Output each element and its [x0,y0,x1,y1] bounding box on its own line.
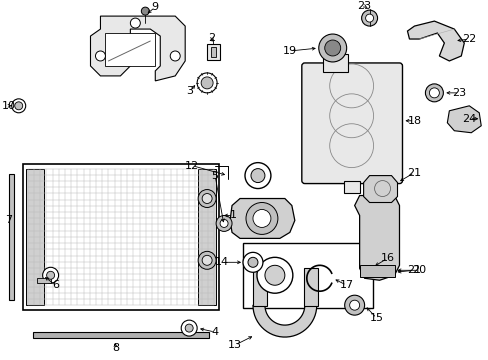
Circle shape [198,251,216,269]
Text: 19: 19 [282,46,296,56]
Circle shape [198,190,216,207]
Text: 8: 8 [112,343,119,353]
Circle shape [42,267,59,283]
Circle shape [185,324,193,332]
Text: 2: 2 [208,33,215,43]
Text: 21: 21 [407,168,421,177]
Bar [322,54,347,72]
Bar [37,278,51,283]
Text: 15: 15 [369,313,383,323]
Text: 3: 3 [186,86,193,96]
Text: 23: 23 [451,88,466,98]
Polygon shape [363,176,397,203]
Text: 18: 18 [407,116,421,126]
Text: 1: 1 [229,211,236,220]
FancyBboxPatch shape [301,63,402,184]
Bar [359,265,394,277]
Circle shape [318,34,346,62]
Circle shape [201,77,213,89]
Circle shape [130,18,140,28]
Polygon shape [229,198,294,238]
Circle shape [170,51,180,61]
Bar [243,243,372,308]
Circle shape [264,265,285,285]
Circle shape [141,7,149,15]
Circle shape [344,295,364,315]
Text: 22: 22 [461,34,475,44]
Circle shape [95,51,105,61]
Text: 14: 14 [215,257,229,267]
Bar [26,168,43,305]
Circle shape [202,255,212,265]
Circle shape [220,220,227,228]
Polygon shape [354,195,399,280]
Bar [303,268,317,306]
Text: 24: 24 [461,114,475,124]
Bar [207,44,220,60]
Bar [22,164,219,310]
Bar [343,181,359,193]
Circle shape [15,102,22,110]
Text: 23: 23 [357,1,371,11]
Text: 21: 21 [407,265,421,275]
Polygon shape [407,21,463,61]
Polygon shape [90,16,185,81]
Circle shape [216,216,232,231]
Circle shape [425,84,443,102]
Circle shape [243,252,263,272]
Bar [252,268,266,306]
Text: 20: 20 [411,265,426,275]
Text: 5: 5 [211,171,218,181]
Circle shape [247,257,258,267]
Bar [9,174,14,300]
Text: 17: 17 [339,280,353,290]
Circle shape [361,10,377,26]
Circle shape [244,163,270,189]
Text: 4: 4 [211,327,218,337]
Circle shape [245,203,277,234]
Circle shape [428,88,439,98]
Circle shape [349,300,359,310]
Text: 7: 7 [5,215,12,225]
Text: 10: 10 [2,101,16,111]
Circle shape [324,40,340,56]
Circle shape [256,257,292,293]
Text: 6: 6 [52,280,59,290]
Text: 13: 13 [227,340,242,350]
Circle shape [202,194,212,203]
Polygon shape [447,106,480,133]
Circle shape [46,271,55,279]
Circle shape [181,320,197,336]
Circle shape [197,73,217,93]
Bar [33,332,209,338]
Text: 9: 9 [151,2,159,12]
Circle shape [252,210,270,228]
Polygon shape [105,33,155,66]
Circle shape [250,168,264,183]
Bar [198,168,216,305]
Circle shape [12,99,26,113]
Text: 12: 12 [185,161,199,171]
Polygon shape [252,305,316,337]
Bar [211,47,216,57]
Circle shape [365,14,373,22]
Text: 16: 16 [380,253,394,263]
